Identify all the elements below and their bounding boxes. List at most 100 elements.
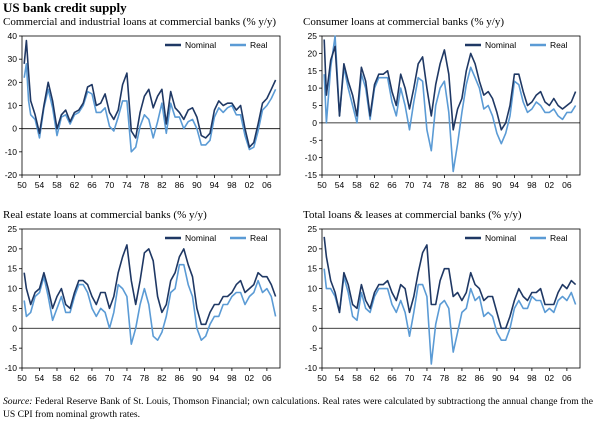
x-tick-label: 70	[105, 373, 115, 383]
x-tick-label: 62	[370, 180, 380, 190]
y-tick-label: 30	[8, 54, 18, 64]
x-tick-label: 58	[352, 373, 362, 383]
chart-title-consumer-loans: Consumer loans at commercial banks (% y/…	[303, 16, 505, 28]
y-tick-label: -5	[309, 135, 317, 145]
x-tick-label: 86	[475, 180, 485, 190]
x-tick-label: 74	[122, 180, 132, 190]
x-tick-label: 58	[52, 373, 62, 383]
x-tick-label: 82	[157, 373, 167, 383]
y-tick-label: 15	[308, 66, 318, 76]
chart-title-total-loans: Total loans & leases at commercial banks…	[303, 209, 522, 221]
x-tick-label: 94	[210, 180, 220, 190]
y-tick-label: 10	[8, 284, 18, 294]
x-tick-label: 82	[457, 373, 467, 383]
chart-title-real-estate-loans: Real estate loans at commercial banks (%…	[3, 209, 207, 221]
x-tick-label: 54	[335, 373, 345, 383]
x-tick-label: 06	[262, 373, 272, 383]
x-tick-label: 78	[140, 180, 150, 190]
series-line-real	[323, 35, 577, 173]
y-tick-label: -20	[5, 170, 18, 180]
y-tick-label: 15	[8, 264, 18, 274]
x-tick-label: 98	[527, 180, 537, 190]
x-tick-label: 54	[335, 180, 345, 190]
x-tick-label: 70	[405, 373, 415, 383]
x-tick-label: 70	[105, 180, 115, 190]
legend-label-real: Real	[250, 40, 268, 50]
legend-label-nominal: Nominal	[185, 233, 216, 243]
y-tick-label: 0	[312, 118, 317, 128]
y-tick-label: 20	[308, 244, 318, 254]
y-tick-label: 15	[308, 264, 318, 274]
x-tick-label: 50	[317, 180, 327, 190]
series-line-nominal	[23, 244, 277, 326]
y-tick-label: -10	[305, 363, 318, 373]
x-tick-label: 54	[35, 373, 45, 383]
x-tick-label: 90	[192, 373, 202, 383]
y-tick-label: -10	[305, 153, 318, 163]
x-tick-label: 90	[192, 180, 202, 190]
x-tick-label: 62	[70, 180, 80, 190]
x-tick-label: 70	[405, 180, 415, 190]
series-line-real	[23, 263, 277, 345]
legend-label-real: Real	[550, 233, 568, 243]
x-tick-label: 62	[370, 373, 380, 383]
x-tick-label: 50	[17, 373, 27, 383]
x-tick-label: 06	[562, 373, 572, 383]
x-tick-label: 66	[87, 373, 97, 383]
legend-label-real: Real	[550, 40, 568, 50]
x-tick-label: 78	[440, 373, 450, 383]
x-tick-label: 74	[122, 373, 132, 383]
x-tick-label: 58	[52, 180, 62, 190]
y-tick-label: 5	[312, 303, 317, 313]
series-line-nominal	[323, 39, 577, 131]
x-tick-label: 82	[457, 180, 467, 190]
y-tick-label: -15	[305, 170, 318, 180]
y-tick-label: 40	[8, 31, 18, 41]
y-tick-label: 0	[312, 323, 317, 333]
series-line-nominal	[23, 39, 277, 148]
x-tick-label: 02	[545, 373, 555, 383]
series-line-real	[323, 268, 577, 365]
source-label: Source:	[3, 396, 33, 407]
x-tick-label: 86	[175, 180, 185, 190]
y-tick-label: 20	[8, 244, 18, 254]
x-tick-label: 02	[245, 180, 255, 190]
y-tick-label: -5	[9, 343, 17, 353]
y-tick-label: 10	[308, 83, 318, 93]
x-tick-label: 90	[492, 373, 502, 383]
x-tick-label: 98	[227, 180, 237, 190]
y-tick-label: 0	[12, 323, 17, 333]
x-tick-label: 74	[422, 180, 432, 190]
y-tick-label: -10	[5, 147, 18, 157]
x-tick-label: 74	[422, 373, 432, 383]
y-tick-label: 5	[12, 303, 17, 313]
x-tick-label: 78	[140, 373, 150, 383]
y-tick-label: 25	[308, 224, 318, 234]
y-tick-label: 5	[312, 101, 317, 111]
series-line-real	[23, 62, 277, 153]
x-tick-label: 54	[35, 180, 45, 190]
x-tick-label: 58	[352, 180, 362, 190]
y-tick-label: 10	[8, 101, 18, 111]
y-tick-label: 0	[12, 124, 17, 134]
source-note: Source: Federal Reserve Bank of St. Loui…	[3, 396, 593, 421]
plot-frame	[321, 228, 581, 369]
y-tick-label: 25	[308, 31, 318, 41]
chart-title-ci-loans: Commercial and industrial loans at comme…	[3, 16, 277, 28]
x-tick-label: 86	[475, 373, 485, 383]
x-tick-label: 50	[17, 180, 27, 190]
legend-label-nominal: Nominal	[485, 233, 516, 243]
x-tick-label: 66	[387, 180, 397, 190]
y-tick-label: 20	[8, 77, 18, 87]
y-tick-label: -5	[309, 343, 317, 353]
x-tick-label: 06	[562, 180, 572, 190]
y-tick-label: 10	[308, 284, 318, 294]
x-tick-label: 98	[527, 373, 537, 383]
x-tick-label: 06	[262, 180, 272, 190]
x-tick-label: 86	[175, 373, 185, 383]
x-tick-label: 66	[87, 180, 97, 190]
